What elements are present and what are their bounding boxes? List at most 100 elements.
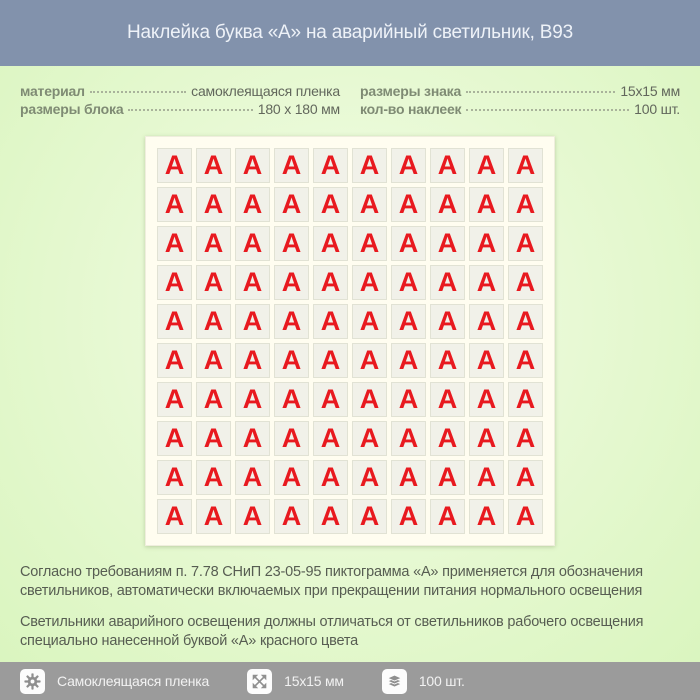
sticker-cell: А [352,304,387,339]
header: Наклейка буква «А» на аварийный светильн… [0,0,700,66]
sticker-cell: А [430,421,465,456]
sticker-cell: А [157,265,192,300]
sticker-cell: А [196,343,231,378]
spec-label: размеры знака [360,83,462,99]
sticker-cell: А [274,499,309,534]
sticker-cell: А [469,382,504,417]
sticker-cell: А [430,382,465,417]
sticker-cell: А [235,187,270,222]
sticker-cell: А [508,187,543,222]
sticker-cell: А [196,382,231,417]
footer-item-label: 100 шт. [418,673,465,690]
sticker-cell: А [157,499,192,534]
sticker-cell: А [313,460,348,495]
sticker-cell: А [274,265,309,300]
sticker-cell: А [352,382,387,417]
sticker-cell: А [391,460,426,495]
sticker-cell: А [274,148,309,183]
sticker-cell: А [469,187,504,222]
dotted-leader [89,91,187,93]
sticker-cell: А [508,499,543,534]
sticker-cell: А [157,382,192,417]
sticker-cell: А [274,226,309,261]
sticker-cell: А [274,304,309,339]
sticker-cell: А [196,499,231,534]
spec-row-sign-size: размеры знака 15x15 мм [360,82,680,100]
sticker-cell: А [313,187,348,222]
sticker-cell: А [274,382,309,417]
spec-column-right: размеры знака 15x15 мм кол-во наклеек 10… [360,82,680,118]
sticker-cell: А [274,187,309,222]
sticker-cell: А [313,343,348,378]
sticker-cell: А [391,265,426,300]
spec-row-block-size: размеры блока 180 x 180 мм [20,100,340,118]
sticker-cell: А [391,304,426,339]
sticker-cell: А [469,421,504,456]
sticker-cell: А [391,148,426,183]
page-title: Наклейка буква «А» на аварийный светильн… [127,22,573,43]
notes: Согласно требованиям п. 7.78 СНиП 23-05-… [20,563,680,650]
sticker-cell: А [508,148,543,183]
sticker-cell: А [235,499,270,534]
sticker-cell: А [469,304,504,339]
sticker-cell: А [352,421,387,456]
sticker-cell: А [391,343,426,378]
sticker-cell: А [313,226,348,261]
sticker-cell: А [235,148,270,183]
footer-item-count: 100 шт. [381,668,465,694]
sticker-cell: А [157,226,192,261]
sticker-cell: А [235,421,270,456]
sticker-cell: А [352,226,387,261]
sticker-cell: А [352,265,387,300]
sticker-cell: А [391,499,426,534]
spec-label: материал [20,83,85,99]
dotted-leader [466,109,630,111]
sticker-cell: А [430,304,465,339]
spec-label: кол-во наклеек [360,101,462,117]
sticker-cell: А [508,265,543,300]
layers-icon [381,668,407,694]
content-area: материал самоклеящаяся пленка размеры бл… [0,66,700,663]
sticker-cell: А [157,187,192,222]
sticker-cell: А [469,265,504,300]
sticker-cell: А [469,460,504,495]
spec-column-left: материал самоклеящаяся пленка размеры бл… [20,82,340,118]
footer-item-label: 15x15 мм [284,673,344,690]
spec-value: 180 x 180 мм [257,101,340,117]
footer: Самоклеящаяся пленка 15x15 мм [0,662,700,700]
sticker-cell: А [508,460,543,495]
sticker-cell: А [274,343,309,378]
sticker-cell: А [430,499,465,534]
sticker-cell: А [313,421,348,456]
note-paragraph: Согласно требованиям п. 7.78 СНиП 23-05-… [20,564,643,599]
spec-row-sticker-count: кол-во наклеек 100 шт. [360,100,680,118]
sticker-cell: А [508,382,543,417]
sticker-cell: А [352,148,387,183]
sticker-cell: А [508,421,543,456]
spec-value: 15x15 мм [620,83,680,99]
sticker-cell: А [391,226,426,261]
sticker-cell: А [313,499,348,534]
sticker-cell: А [235,382,270,417]
sticker-cell: А [430,226,465,261]
gear-icon [20,668,45,694]
sticker-cell: А [508,304,543,339]
note-paragraph: Светильники аварийного освещения должны … [20,613,644,649]
sticker-cell: А [391,382,426,417]
sticker-cell: А [469,148,504,183]
sticker-cell: А [430,265,465,300]
spec-value: самоклеящаяся пленка [191,83,340,99]
sticker-cell: А [235,265,270,300]
sticker-cell: А [430,187,465,222]
sticker-cell: А [469,226,504,261]
sticker-cell: А [196,460,231,495]
sticker-cell: А [196,265,231,300]
sticker-cell: А [235,226,270,261]
sticker-cell: А [469,499,504,534]
footer-item-label: Самоклеящаяся пленка [57,673,210,690]
dotted-leader [128,109,253,111]
dotted-leader [466,91,616,93]
sticker-cell: А [196,148,231,183]
